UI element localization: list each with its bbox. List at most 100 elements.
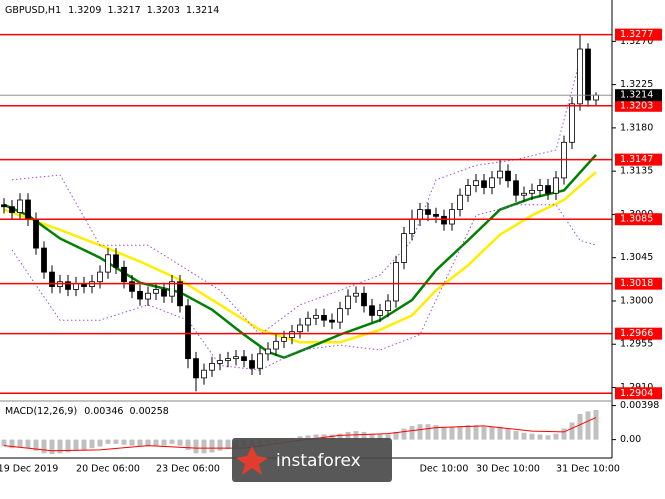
macd-header: MACD(12,26,9) 0.00346 0.00258 <box>5 406 169 417</box>
macd-bar <box>345 431 351 440</box>
candle-body <box>369 305 375 316</box>
level-label-box <box>615 99 662 112</box>
level-label-box <box>615 277 662 290</box>
macd-bar <box>225 439 231 450</box>
macd-bar <box>137 439 143 447</box>
candle-body <box>161 289 167 297</box>
macd-bar <box>449 426 455 440</box>
candle-body <box>529 189 535 194</box>
candle-body <box>273 340 279 350</box>
candle-body <box>33 218 39 249</box>
macd-y-tick-label: 0.00 <box>620 434 641 445</box>
candle-body <box>409 218 415 235</box>
candle-body <box>425 209 431 215</box>
candle-body <box>49 271 55 287</box>
macd-bar <box>441 426 447 440</box>
level-label: 1.2904 <box>620 388 653 399</box>
candle-body <box>201 369 207 379</box>
candle-body <box>177 281 183 307</box>
candle-body <box>393 262 399 302</box>
macd-bar <box>585 411 591 440</box>
y-tick-label: 1.2955 <box>620 339 653 350</box>
candle-body <box>569 103 575 143</box>
macd-bar <box>577 413 583 440</box>
level-label-box <box>615 387 662 400</box>
macd-bar <box>489 426 495 440</box>
candle-body <box>193 358 199 379</box>
macd-bar <box>185 439 191 450</box>
current-price-label: 1.3214 <box>620 90 653 101</box>
level-label: 1.2966 <box>620 328 653 339</box>
macd-bar <box>81 439 87 450</box>
macd-value: 0.00346 <box>84 406 123 417</box>
macd-bar <box>529 433 535 440</box>
candle-body <box>441 215 447 225</box>
macd-bar <box>145 439 151 447</box>
candle-body <box>337 308 343 323</box>
macd-bar <box>41 439 47 454</box>
macd-bar <box>513 431 519 440</box>
x-tick-label: Dec 10:00 <box>420 464 469 475</box>
candle-body <box>1 204 7 208</box>
candle-body <box>521 192 527 196</box>
macd-bar <box>433 425 439 440</box>
candle-body <box>137 290 143 300</box>
candle-body <box>41 247 47 273</box>
macd-bar <box>1 439 7 447</box>
macd-bar <box>569 422 575 440</box>
candle-body <box>553 177 559 194</box>
level-label: 1.3018 <box>620 278 653 289</box>
candle-body <box>105 254 111 273</box>
candle-body <box>417 209 423 220</box>
level-label: 1.3085 <box>620 214 653 225</box>
macd-bar <box>65 439 71 453</box>
macd-bar <box>297 436 303 440</box>
level-label: 1.3277 <box>620 29 653 40</box>
candle-body <box>593 94 599 101</box>
macd-bar <box>545 435 551 440</box>
macd-bar <box>33 439 39 451</box>
candle-body <box>401 233 407 263</box>
candle-body <box>249 360 255 369</box>
macd-bar <box>57 439 63 454</box>
macd-bar <box>505 428 511 440</box>
candle-body <box>361 292 367 307</box>
macd-signal-value: 0.00258 <box>130 406 169 417</box>
level-label-box <box>615 153 662 166</box>
macd-bar <box>417 424 423 440</box>
candle-body <box>433 214 439 217</box>
macd-bar <box>457 425 463 440</box>
candle-body <box>489 177 495 188</box>
chart-header: GBPUSD,H1 1.3209 1.3217 1.3203 1.3214 <box>5 5 219 16</box>
macd-bar <box>481 426 487 440</box>
macd-bar <box>177 439 183 446</box>
header-low: 1.3203 <box>147 5 180 16</box>
macd-bar <box>169 439 175 444</box>
candle-body <box>73 283 79 290</box>
plot-area: 1.32701.32251.31801.31351.30901.30451.30… <box>0 28 662 475</box>
candle-body <box>281 337 287 342</box>
band-line <box>11 59 581 336</box>
candle-body <box>345 295 351 310</box>
level-label: 1.3203 <box>620 100 653 111</box>
macd-bar <box>129 439 135 446</box>
x-tick-label: 31 Dec 10:00 <box>556 464 620 475</box>
macd-bar <box>401 428 407 440</box>
candle-body <box>209 363 215 371</box>
candle-body <box>169 281 175 297</box>
candle-body <box>297 324 303 333</box>
watermark-text: instaforex <box>276 451 361 471</box>
macd-bar <box>369 433 375 440</box>
macd-bar <box>113 439 119 444</box>
candle-body <box>481 180 487 188</box>
level-label-box <box>615 327 662 340</box>
macd-bar <box>377 434 383 440</box>
level-label-box <box>615 28 662 41</box>
candle-body <box>577 48 583 105</box>
macd-bar <box>425 424 431 440</box>
y-tick-label: 1.3045 <box>620 252 653 263</box>
x-tick-label: 20 Dec 06:00 <box>76 464 140 475</box>
candle-body <box>9 206 15 213</box>
